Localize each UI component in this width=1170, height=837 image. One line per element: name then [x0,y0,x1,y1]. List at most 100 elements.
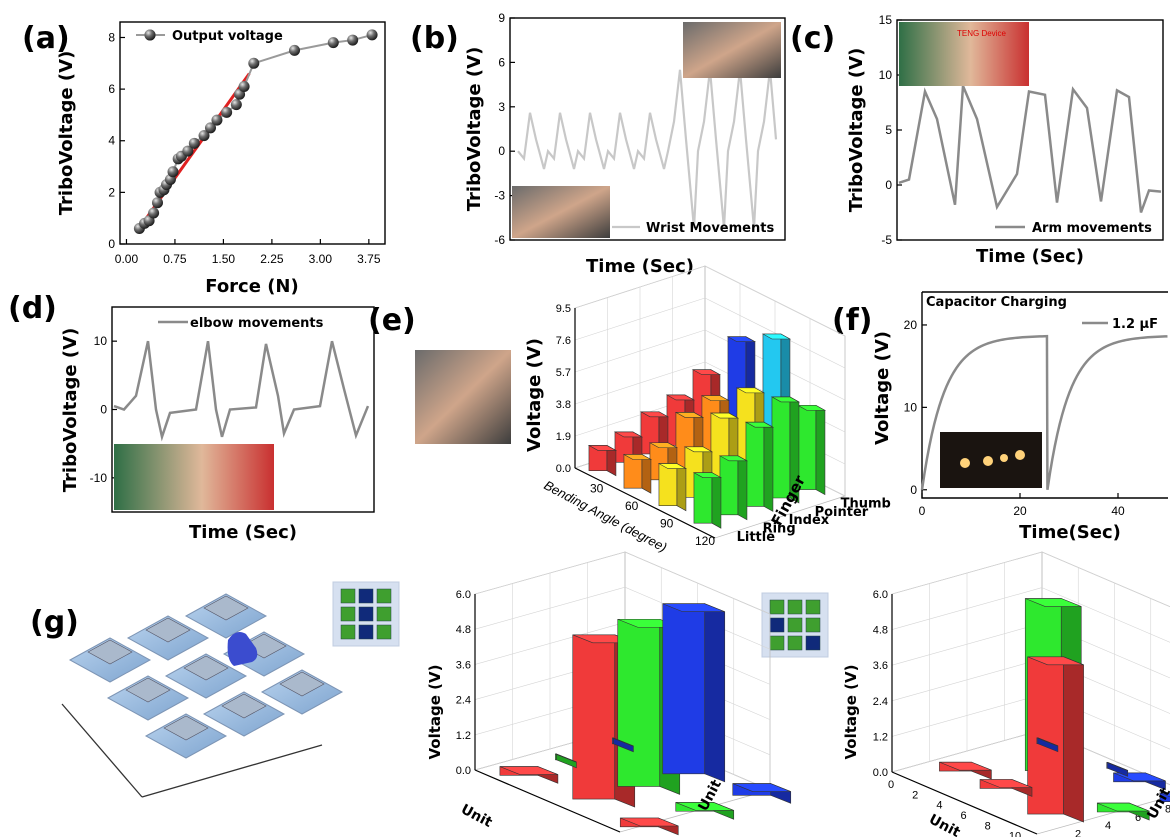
chart-e-zgrid [574,297,706,341]
chart-g1: 0.01.22.43.64.86.0 Voltage (V) Unit Unit [426,551,792,836]
chart-g2-bar-top [1106,762,1128,771]
chart-g2-zgrid [891,729,1043,773]
chart-g2-ztick-label: 1.2 [873,731,888,743]
chart-g1-ztick-label: 3.6 [456,659,471,671]
chart-e-zgrid [574,361,706,405]
grid-icon-cell [340,606,356,622]
chart-g2-xtick-label: 2 [912,789,918,801]
chart-a-ytick-label: 2 [108,185,115,199]
chart-a-point [347,34,359,46]
chart-e-bar-top [709,412,740,419]
chart-c-inset-text: TENG Device [957,29,1006,38]
chart-e-zgrid [574,265,706,309]
chart-g2-zgrid [891,587,1043,630]
chart-g2-zgrid [891,658,1043,702]
grid-icon-cell [769,599,785,615]
chart-f-led-1 [960,458,970,468]
chart-f-ylabel: Voltage (V) [872,331,893,445]
chart-f-xtick-label: 40 [1111,504,1125,518]
chart-a-xtick-label: 0.75 [163,252,187,266]
sensor-pad-electrode [125,677,171,703]
chart-a: 0.00 0.75 1.50 2.25 3.00 3.75 0 2 4 6 8 Output vol… [56,21,386,297]
grid-icon-cell [358,588,374,604]
chart-e-xtick-label: 120 [695,534,715,548]
grid-pattern-icon-2 [761,592,829,658]
chart-a-xtick-label: 1.50 [212,252,236,266]
chart-e-finger-label: Index [789,513,830,528]
chart-c-inset-photo [899,22,1029,86]
chart-e: 0.0 1.9 3.8 5.7 7.6 9.5 30 60 90 120 LittleRingInd… [415,265,891,555]
chart-g1-bar [662,603,706,775]
chart-e-bar [745,421,765,507]
chart-e-bar-top [735,387,766,394]
chart-f-xtick-label: 0 [919,504,926,518]
chart-a-point [151,197,163,209]
chart-e-ztick-label: 3.8 [556,399,571,411]
chart-d-ylabel: TriboVoltage (V) [60,328,81,493]
chart-d-legend-text: elbow movements [190,316,324,331]
panel-label-c: (c) [790,21,835,56]
chart-c-legend-text: Arm movements [1032,221,1152,236]
chart-g2-ylabel: Unit [1144,785,1170,822]
chart-e-bar-top [726,336,757,343]
grid-icon-cell [340,588,356,604]
chart-g1-bar-top [499,766,559,775]
chart-a-legend-text: Output voltage [172,29,283,44]
chart-b-inset-photo-bottom [512,186,610,238]
chart-d-ytick-label: 0 [100,403,107,417]
chart-d: 100-10 elbow movements TriboVoltage (V) … [60,306,375,543]
chart-g1-ztick-label: 1.2 [456,730,471,742]
chart-g2-bar-top [1025,598,1082,607]
chart-e-bar [719,455,739,516]
chart-b-xlabel: Time (Sec) [586,256,694,277]
panel-label-f: (f) [832,303,872,338]
chart-b-ytick-label: -6 [494,233,505,247]
grid-icon-cell [787,635,803,651]
chart-b-legend-text: Wrist Movements [646,221,774,236]
chart-g2-zgrid [891,694,1043,737]
chart-d-ytick-label: -10 [90,471,108,485]
chart-a-frame [119,21,386,245]
chart-e-bar-top [770,396,801,403]
chart-e-inset-photo [415,350,511,444]
chart-g2-zgrid [891,551,1043,595]
chart-e-zgrid [704,265,846,337]
chart-f-led-2 [983,456,993,466]
chart-a-ytick-label: 4 [108,134,115,148]
chart-g1-zgrid [474,586,626,630]
chart-e-ztick-label: 5.7 [556,367,571,379]
chart-g2-zgrid [1041,587,1170,643]
grid-icon-cell [787,599,803,615]
chart-e-bar-top [639,411,670,418]
chart-a-point [204,122,216,134]
chart-a-ytick-label: 8 [108,30,115,44]
chart-g2-ytick-label: 8 [1165,803,1170,815]
device-dimension-line-left [61,703,143,798]
chart-a-point [238,81,250,93]
chart-g1-xlabel: Unit [458,801,495,831]
chart-e-bar-side [737,455,748,521]
chart-g2-bar-top [939,761,992,771]
chart-e-bar-side [711,472,722,529]
chart-a-ylabel: TriboVoltage (V) [56,51,77,216]
chart-c: -5 0 5 10 15 TENG Device Arm movements Tribo… [846,13,1164,267]
chart-e-ztick-label: 9.5 [556,303,571,315]
sensor-pad-electrode [221,693,267,719]
chart-g2-ztick-label: 0.0 [873,767,888,779]
chart-b-ytick-label: 3 [498,100,505,114]
chart-g2: 0.01.22.43.64.86.00246810120246810 Volta… [842,551,1170,837]
chart-f-ytick-label: 0 [910,483,917,497]
sensor-array-illustration [61,593,344,798]
chart-c-ytick-label: 5 [885,123,892,137]
chart-e-bar-side [676,463,687,512]
chart-e-bar-top [761,333,792,340]
chart-g1-bar-top [620,817,679,827]
chart-c-ytick-label: 10 [879,68,893,82]
chart-b-ytick-label: -3 [494,189,505,203]
chart-e-bar-top [648,442,679,449]
chart-b-ylabel: TriboVoltage (V) [464,47,485,212]
panel-label-g: (g) [30,605,79,640]
chart-g1-bar [572,634,616,800]
chart-g1-zgrid [624,551,771,615]
